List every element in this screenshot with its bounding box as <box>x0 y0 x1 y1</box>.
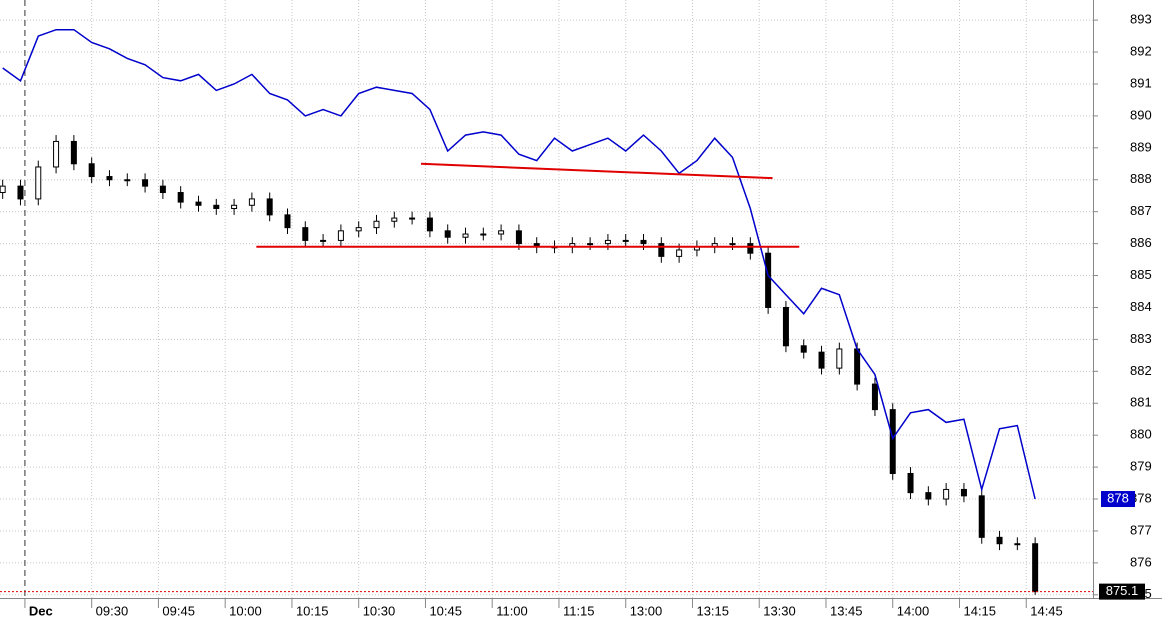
candle-body <box>302 227 309 241</box>
x-tick-label: 14:45 <box>1030 603 1063 618</box>
candle-body <box>70 140 77 165</box>
candle-body <box>88 163 95 178</box>
candle-body <box>355 227 362 232</box>
x-tick-label: 11:00 <box>496 603 528 618</box>
y-tick-label: 883 <box>1130 331 1152 346</box>
candle-body <box>515 230 522 245</box>
candle-body <box>854 348 861 385</box>
candle-body <box>213 204 220 209</box>
y-tick-label: 886 <box>1130 235 1152 250</box>
candle-body <box>284 214 291 229</box>
candle-body <box>996 536 1003 545</box>
candle-body <box>640 239 647 245</box>
candle-body <box>604 239 611 245</box>
candle-body <box>106 176 113 181</box>
candle-body <box>782 306 789 347</box>
candle-body <box>53 140 60 168</box>
y-tick-label: 876 <box>1130 554 1152 569</box>
candle-body <box>889 409 896 474</box>
y-tick-label: 887 <box>1130 203 1152 218</box>
x-tick-label: 09:30 <box>96 603 129 618</box>
candle-body <box>925 492 932 500</box>
candle-body <box>320 239 327 242</box>
candle-body <box>391 217 398 222</box>
y-tick-label: 889 <box>1130 139 1152 154</box>
x-tick-label: 10:15 <box>296 603 329 618</box>
candle-body <box>248 198 255 206</box>
line-last-label: 878 <box>1107 490 1129 505</box>
x-tick-label: 11:15 <box>563 603 595 618</box>
candle-body <box>177 192 184 203</box>
candle-body <box>658 243 665 257</box>
trend-line <box>420 162 773 180</box>
x-tick-label: 13:45 <box>830 603 863 618</box>
candle-body <box>729 243 736 246</box>
candle-body <box>587 243 594 246</box>
candle-body <box>35 166 42 200</box>
candle-body <box>0 185 6 194</box>
candle-body <box>943 488 950 500</box>
candle-body <box>1014 543 1021 546</box>
candle-body <box>1032 543 1039 593</box>
candle-body <box>409 217 416 220</box>
candle-body <box>142 179 149 187</box>
x-tick-label: 14:15 <box>963 603 996 618</box>
candle-body <box>907 472 914 494</box>
y-tick-label: 881 <box>1130 395 1152 410</box>
candle-body <box>124 179 131 182</box>
candle-body <box>747 243 754 254</box>
x-tick-label: 10:45 <box>429 603 462 618</box>
candle-body <box>462 233 469 238</box>
candle-body <box>266 198 273 216</box>
candle-body <box>498 230 505 235</box>
candle-body <box>765 252 772 308</box>
y-tick-label: 879 <box>1130 459 1152 474</box>
candle-body <box>836 348 843 369</box>
candle-body <box>871 383 878 411</box>
y-tick-label: 885 <box>1130 267 1152 282</box>
candle-body <box>676 249 683 257</box>
candle-body <box>17 185 24 200</box>
candle-body <box>195 201 202 206</box>
x-tick-label: 13:30 <box>763 603 796 618</box>
y-tick-label: 890 <box>1130 107 1152 122</box>
y-tick-label: 884 <box>1130 299 1152 314</box>
x-tick-label: 10:00 <box>229 603 262 618</box>
x-tick-label: 09:45 <box>162 603 195 618</box>
y-tick-label: 882 <box>1130 363 1152 378</box>
candle-body <box>337 230 344 241</box>
x-tick-label: 14:00 <box>897 603 930 618</box>
candle-body <box>622 239 629 242</box>
x-tick-label: 13:15 <box>696 603 729 618</box>
y-tick-label: 888 <box>1130 171 1152 186</box>
y-tick-label: 891 <box>1130 75 1152 90</box>
y-tick-label: 892 <box>1130 43 1152 58</box>
candle-body <box>978 495 985 538</box>
line-last-box <box>1101 491 1135 508</box>
last-price-box <box>1099 583 1145 600</box>
price-line <box>2 28 1036 500</box>
candle-body <box>159 185 166 194</box>
candle-body <box>480 233 487 236</box>
x-tick-label: Dec <box>29 603 53 618</box>
y-tick-label: 880 <box>1130 427 1152 442</box>
y-tick-label: 878 <box>1130 490 1152 505</box>
candle-body <box>800 345 807 353</box>
x-tick-label: 10:30 <box>363 603 396 618</box>
candle-body <box>818 351 825 369</box>
y-tick-label: 877 <box>1130 522 1152 537</box>
candle-body <box>960 488 967 497</box>
candle-body <box>231 204 238 209</box>
y-tick-label: 893 <box>1130 12 1152 27</box>
last-price-label: 875.1 <box>1106 583 1139 598</box>
candle-body <box>426 217 433 232</box>
candle-body <box>444 230 451 238</box>
candle-body <box>373 220 380 229</box>
x-tick-label: 13:00 <box>630 603 663 618</box>
